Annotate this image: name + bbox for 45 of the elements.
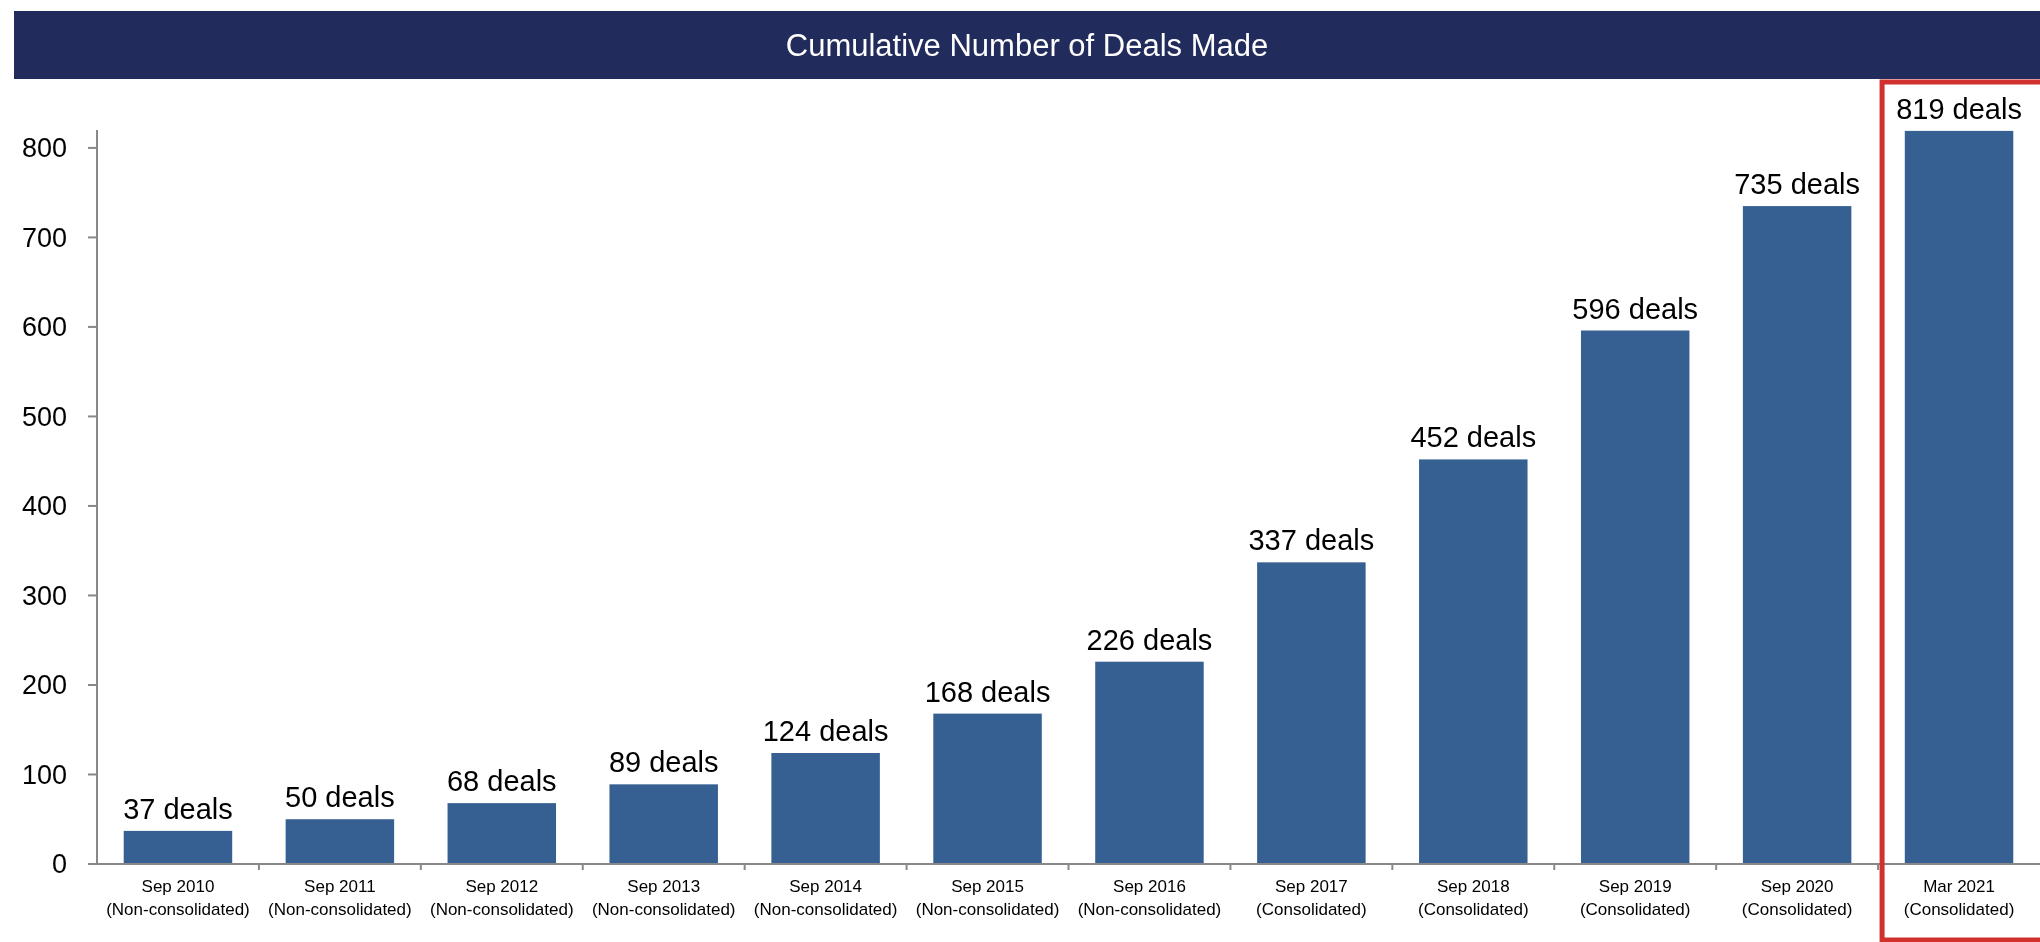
bar (771, 753, 880, 864)
bar (1257, 562, 1366, 864)
y-tick-label: 600 (21, 312, 67, 343)
data-label: 89 deals (608, 746, 719, 779)
bar (285, 819, 395, 864)
bar (1580, 330, 1690, 864)
data-label: 168 deals (924, 675, 1051, 708)
data-label: 68 deals (446, 765, 557, 798)
x-tick-label: Sep 2014 (Non-consolidated) (753, 877, 898, 919)
y-tick-label: 0 (51, 849, 67, 880)
data-label: 337 deals (1248, 524, 1375, 557)
data-label: 37 deals (123, 792, 233, 825)
x-tick-label: Sep 2016 (Non-consolidated) (1077, 877, 1222, 919)
data-label: 735 deals (1734, 168, 1861, 201)
y-tick-label: 500 (21, 401, 67, 432)
x-tick-label: Sep 2019 (Consolidated) (1579, 877, 1691, 919)
x-tick-label: Sep 2015 (Non-consolidated) (915, 877, 1060, 919)
data-label: 819 deals (1896, 92, 2022, 125)
x-tick-label: Sep 2018 (Consolidated) (1418, 877, 1529, 919)
bar (1419, 459, 1528, 864)
data-label: 452 deals (1410, 421, 1537, 454)
y-tick-label: 800 (21, 133, 67, 164)
data-label: 124 deals (762, 715, 889, 747)
x-tick-label: Mar 2021 (Consolidated) (1903, 877, 2015, 919)
x-tick-label: Sep 2012 (Non-consolidated) (429, 877, 574, 919)
y-tick-label: 200 (21, 670, 67, 701)
bar (933, 713, 1042, 864)
bar (1095, 661, 1204, 864)
data-label: 226 deals (1086, 623, 1213, 656)
x-tick-label: Sep 2010 (Non-consolidated) (106, 877, 250, 919)
x-tick-label: Sep 2017 (Consolidated) (1256, 877, 1367, 919)
y-tick-label: 300 (21, 580, 67, 611)
y-tick-label: 400 (21, 491, 67, 522)
x-tick-label: Sep 2013 (Non-consolidated) (591, 877, 736, 919)
bar (447, 803, 557, 864)
x-tick-label: Sep 2011 (Non-consolidated) (268, 877, 412, 919)
data-label: 50 deals (285, 781, 395, 814)
bar (609, 784, 718, 864)
x-tick-label: Sep 2020 (Consolidated) (1741, 877, 1853, 919)
y-tick-label: 100 (21, 759, 67, 790)
bar (123, 830, 233, 864)
y-tick-label: 700 (21, 222, 67, 253)
chart-title: Cumulative Number of Deals Made (785, 27, 1269, 63)
data-label: 596 deals (1572, 292, 1699, 325)
bar (1742, 206, 1852, 864)
